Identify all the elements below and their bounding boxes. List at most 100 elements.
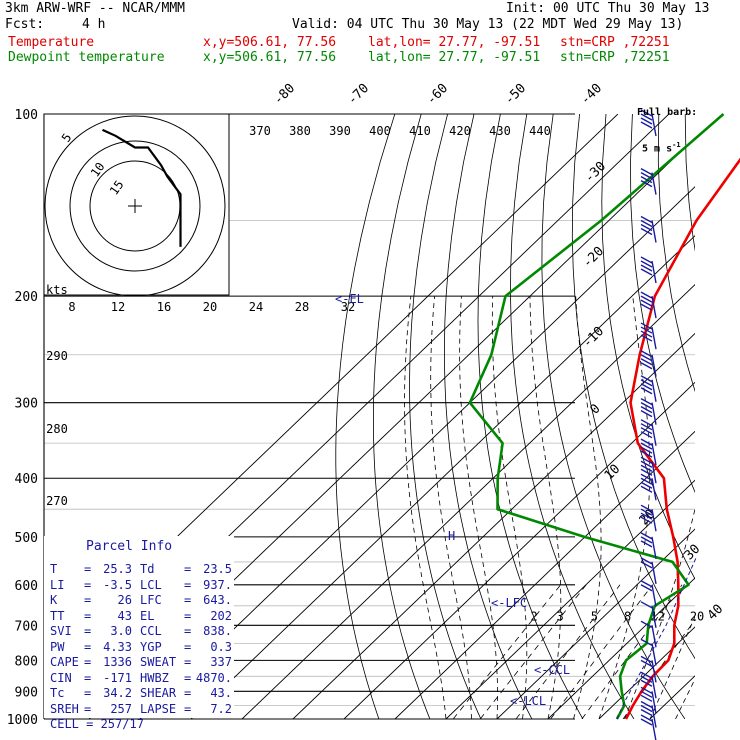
parcel-info-rows: T = 25.3 Td = 23.5 LI = -3.5 LCL = 937. K = 26 LFC = 643.…: [50, 562, 234, 717]
parcel-row: CAPE = 1336 SWEAT = 337: [50, 655, 234, 671]
parcel-info-title: Parcel Info: [86, 539, 173, 554]
dry-adiabat-side-label: 270: [46, 494, 68, 508]
moist-adiabat: [675, 678, 695, 719]
parcel-row: SVI = 3.0 CCL = 838.: [50, 624, 234, 640]
parcel-info-cell: CELL = 257/17: [50, 717, 144, 731]
wind-barb: [640, 398, 657, 425]
isotherm-tick-label: -70: [345, 81, 372, 108]
wind-barb-flag: [640, 383, 653, 391]
dry-adiabat: [571, 114, 695, 660]
dry-adiabat-side-label: 280: [46, 422, 68, 436]
wind-barb: [640, 655, 657, 683]
parcel-eq: =: [184, 655, 192, 669]
wind-barb-flag: [640, 215, 653, 224]
dry-adiabat: [443, 114, 533, 719]
parcel-eq: =: [184, 562, 192, 576]
wind-barb: [640, 671, 657, 699]
wind-barb-flag: [640, 557, 653, 565]
hodograph-ring: [69, 140, 201, 272]
wind-barb-flag: [640, 690, 653, 698]
isotherm-line: [649, 675, 695, 719]
wind-barb-flag: [640, 659, 653, 667]
dewpoint-line: [468, 113, 725, 720]
parcel-eq: =: [184, 593, 192, 607]
parcel-key: PW: [50, 639, 65, 654]
parcel-eq: =: [184, 686, 192, 700]
annotations: <-EL <-LFC <-CCL <-LCL H: [335, 292, 697, 720]
wind-barb: [640, 419, 657, 446]
parcel-key: EL: [140, 608, 155, 623]
parcel-value: 838.: [203, 624, 232, 638]
wind-barb-staff: [651, 625, 657, 648]
isotherm-tick-label: -60: [424, 81, 451, 108]
wind-barb-flag: [640, 468, 653, 476]
speed-axis-label: 16: [157, 300, 171, 314]
parcel-value: 43.: [210, 686, 232, 700]
wind-barb-flag: [640, 113, 653, 121]
wind-barb-flag: [640, 516, 653, 524]
wind-barb-flag: [640, 260, 653, 268]
wind-barb-flag: [640, 410, 653, 418]
wind-barb-flag: [640, 299, 653, 307]
wind-barb-flag: [640, 362, 653, 370]
isotherm-line: [139, 186, 695, 719]
parcel-eq: =: [184, 624, 192, 638]
wind-barb-staff: [651, 478, 657, 501]
parcel-eq: =: [84, 608, 92, 623]
mixing-ratio-label: 8: [624, 609, 631, 623]
parcel-eq: =: [184, 577, 192, 592]
isotherm-tick-label: 0: [587, 401, 603, 417]
wind-barb-staff: [651, 643, 657, 666]
pressure-tick-label: 300: [15, 397, 38, 412]
mixing-ratio-line: [581, 584, 683, 719]
level-marker: <-LCL: [510, 694, 546, 708]
wind-barb: [640, 215, 657, 243]
wind-barb-flag: [640, 708, 653, 717]
moist-adiabat: [491, 296, 528, 719]
wind-barb-flag: [640, 219, 653, 228]
parcel-eq: =: [84, 577, 92, 592]
wind-barb-flag: [640, 354, 653, 362]
parcel-key: LI: [50, 577, 65, 592]
wind-barb-flag: [640, 427, 653, 435]
wind-barb-staff: [651, 443, 657, 466]
dry-adiabat-side-label: 290: [46, 349, 68, 363]
wind-barb-staff: [651, 509, 657, 532]
level-marker: <-LFC: [491, 596, 527, 610]
moist-adiabat: [430, 296, 472, 719]
wind-barb-flag: [640, 450, 653, 458]
moist-adiabat: [573, 296, 602, 719]
parcel-key: SWEAT: [140, 655, 177, 669]
wind-barb-flag: [640, 532, 653, 540]
hodograph-kts-label: kts: [46, 283, 68, 297]
hodograph-frame: [43, 113, 230, 296]
wind-barb-flag: [640, 671, 653, 679]
moist-adiabat: [624, 507, 695, 719]
wind-barb-flag: [640, 379, 653, 387]
dew-stn: stn=CRP ,72251: [560, 50, 670, 65]
moist-adiabat: [529, 296, 562, 719]
wind-barb-flag: [640, 176, 653, 184]
wind-barb-flag: [640, 268, 653, 276]
isotherm-tick-label: -10: [580, 324, 607, 351]
wind-barb-staff: [651, 660, 657, 683]
dry-adiabat-label: 380: [289, 124, 311, 138]
wind-barb-staff: [651, 423, 657, 446]
wind-barb-flag: [640, 460, 653, 468]
pressure-labels: 100 200 300 400 500 600 700 800 900 1000: [7, 108, 38, 728]
hodograph-ring: [44, 115, 226, 297]
parcel-value: 4870.: [195, 670, 232, 685]
dry-adiabat: [630, 114, 695, 493]
moist-adiabat: [404, 296, 447, 719]
wind-barb-flag: [640, 580, 653, 588]
isotherm-line: [241, 283, 695, 719]
wind-barb-flag: [640, 322, 653, 330]
wind-barb-staff: [651, 584, 657, 607]
dry-adiabat: [510, 114, 635, 719]
wind-barb: [640, 168, 657, 195]
wind-barb-flag: [640, 620, 653, 628]
wind-barb-flag: [640, 168, 653, 176]
dry-adiabat-label: 440: [529, 124, 551, 138]
wind-barb-flag: [640, 117, 653, 125]
